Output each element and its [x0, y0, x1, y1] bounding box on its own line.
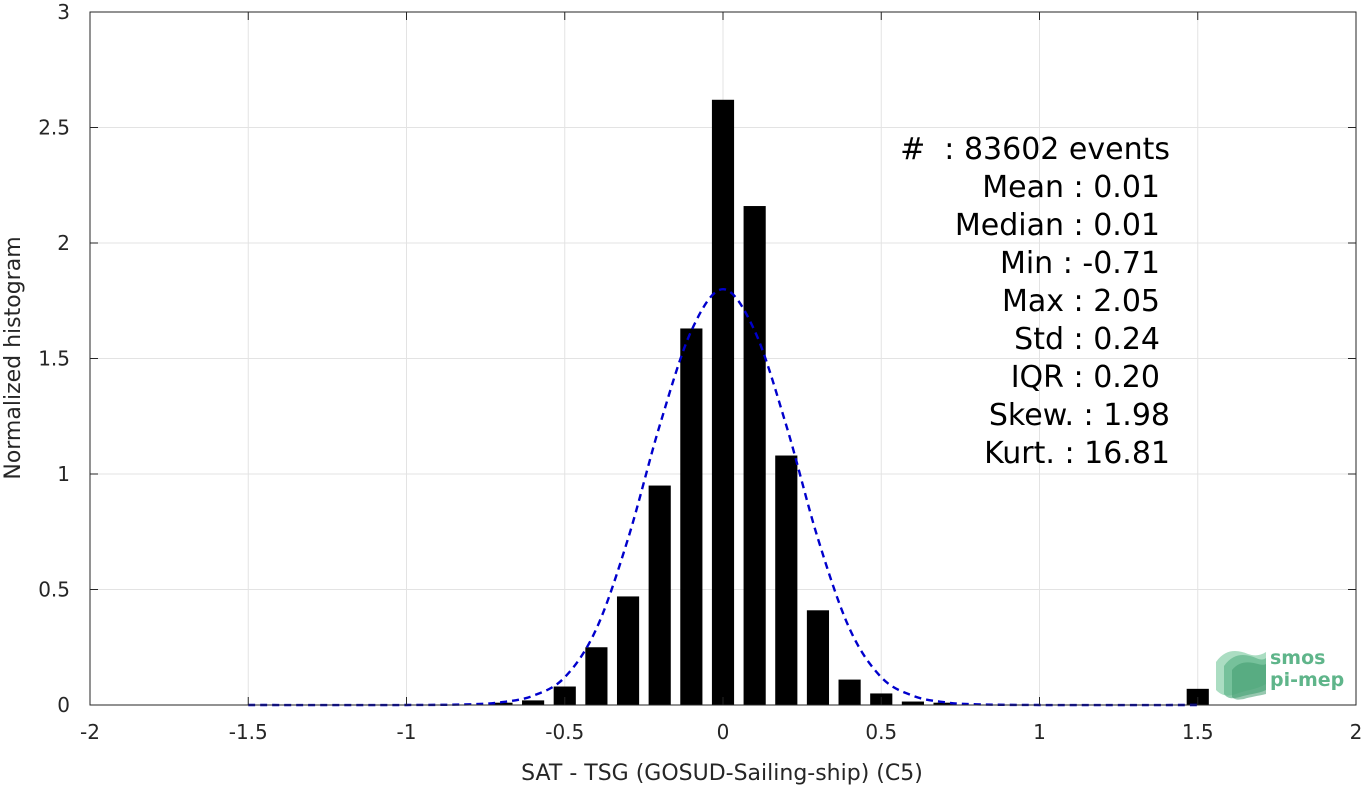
- x-tick-label: 2: [1350, 720, 1363, 744]
- histogram-bar: [901, 701, 924, 705]
- histogram-bar: [648, 485, 671, 705]
- x-tick-label: 1: [1033, 720, 1046, 744]
- stat-std: Std : 0.24: [1014, 322, 1160, 357]
- histogram-bar: [838, 679, 861, 705]
- stat-max: Max : 2.05: [1002, 284, 1160, 319]
- y-tick-label: 1: [57, 462, 70, 486]
- x-axis-label: SAT - TSG (GOSUD-Sailing-ship) (C5): [521, 761, 923, 786]
- x-tick-label: -1: [397, 720, 417, 744]
- y-axis-label: Normalized histogram: [1, 236, 26, 479]
- y-tick-label: 2.5: [38, 116, 70, 140]
- histogram-bar: [616, 596, 640, 705]
- logo-text-pimep: pi-mep: [1270, 669, 1344, 691]
- smos-pimep-logo: smos pi-mep: [1216, 647, 1344, 700]
- histogram-bar: [680, 328, 703, 705]
- x-tick-label: -0.5: [545, 720, 584, 744]
- histogram-bar: [1186, 688, 1209, 705]
- stat-iqr: IQR : 0.20: [1011, 360, 1160, 395]
- histogram-bars: [490, 99, 1209, 706]
- y-tick-label: 3: [57, 0, 70, 24]
- histogram-bar: [711, 99, 735, 705]
- x-tick-label: 1.5: [1182, 720, 1214, 744]
- y-tick-label: 0: [57, 693, 70, 717]
- axis-tick-labels: -2 -1.5 -1 -0.5 0 0.5 1 1.5 2 0 0.5 1 1.5 2 2.5 3: [38, 0, 1362, 744]
- histogram-bar: [743, 206, 766, 706]
- stat-events: # : 83602 events: [900, 132, 1170, 167]
- x-tick-label: 0: [717, 720, 730, 744]
- histogram-bar: [775, 455, 798, 705]
- histogram-bar: [522, 700, 545, 705]
- stat-skew: Skew. : 1.98: [989, 398, 1170, 433]
- histogram-bar: [933, 702, 956, 705]
- x-tick-label: 0.5: [865, 720, 897, 744]
- x-tick-label: -2: [80, 720, 100, 744]
- histogram-bar: [585, 647, 608, 705]
- histogram-bar: [553, 686, 576, 705]
- x-tick-label: -1.5: [229, 720, 268, 744]
- logo-waves-icon: [1216, 651, 1266, 700]
- stat-min: Min : -0.71: [1000, 246, 1160, 281]
- normal-fit-curve: [248, 287, 1198, 707]
- y-tick-label: 1.5: [38, 347, 70, 371]
- logo-text-smos: smos: [1270, 647, 1325, 669]
- histogram-bar: [806, 610, 830, 705]
- axis-ticks: [89, 11, 1357, 706]
- stat-kurt: Kurt. : 16.81: [984, 436, 1170, 471]
- stat-mean: Mean : 0.01: [982, 170, 1160, 205]
- histogram-bar: [490, 702, 513, 705]
- stat-median: Median : 0.01: [955, 208, 1160, 243]
- statistics-annotation: # : 83602 events Mean : 0.01 Median : 0.…: [900, 132, 1170, 471]
- y-tick-label: 2: [57, 231, 70, 255]
- y-tick-label: 0.5: [38, 578, 70, 602]
